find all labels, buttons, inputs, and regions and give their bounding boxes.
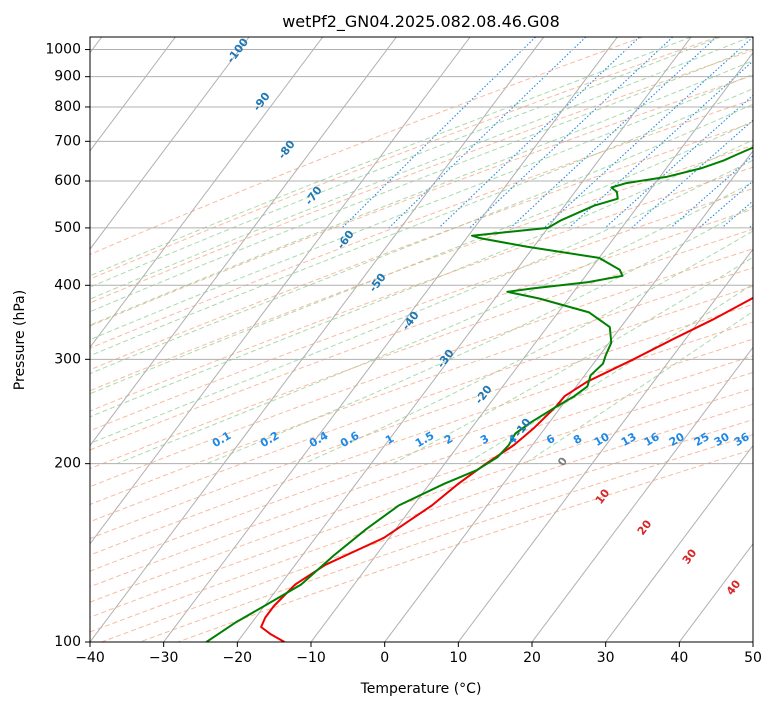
y-tick-label: 200: [54, 456, 81, 472]
isobars: [90, 49, 753, 642]
isotherm-line: [457, 248, 753, 642]
moist-adiabat-line: [90, 103, 753, 375]
dry-adiabat-line: [90, 321, 753, 556]
dry-adiabat-line: [139, 434, 753, 642]
x-tick-label: −40: [75, 650, 105, 666]
y-tick-label: 900: [54, 69, 81, 85]
isotherm-line: [310, 51, 753, 642]
plot-frame: [89, 36, 754, 643]
moist-adiabat-line: [90, 37, 721, 288]
x-tick-label: 20: [523, 650, 541, 666]
dry-adiabat-line: [90, 187, 753, 432]
moist-adiabat-line: [90, 37, 692, 277]
dry-adiabat-line: [90, 248, 753, 488]
isotherm-line: [236, 37, 692, 642]
mixing-ratio-lines: [341, 37, 753, 229]
dry-adiabat-line: [90, 166, 753, 412]
dry-adiabat-line: [90, 208, 753, 451]
y-tick-label: 300: [54, 351, 81, 367]
dry-adiabat-line: [90, 98, 753, 349]
y-tick-label: 700: [54, 133, 81, 149]
isotherm-line: [605, 444, 753, 642]
mixing-ratio-line: [670, 154, 753, 229]
x-tick-label: −10: [296, 650, 326, 666]
moist-adiabat-line: [90, 73, 753, 341]
dry-adiabat-line: [90, 144, 753, 392]
moist-adiabat-line: [90, 47, 753, 313]
dry-adiabat-line: [90, 122, 753, 371]
dry-adiabat-line: [101, 419, 753, 642]
dry-adiabat-line: [90, 285, 753, 523]
isotherm-line: [90, 37, 324, 349]
axes: −40 −30 −20 −10 0 10 20 30 40 50 100 200 300 400 500 60…: [45, 42, 762, 666]
isotherms: [90, 37, 753, 642]
moist-adiabat-line: [303, 230, 753, 465]
moist-adiabat-line: [90, 120, 753, 395]
temperature-line: [260, 296, 753, 642]
y-axis-label: Pressure (hPa): [12, 290, 28, 390]
y-tick-label: 500: [54, 220, 81, 236]
moist-adiabat-line: [392, 256, 753, 465]
x-axis-label: Temperature (°C): [360, 681, 482, 697]
dry-adiabat-line: [90, 74, 753, 327]
x-tick-label: 0: [380, 650, 389, 666]
dry-adiabats: [90, 37, 753, 642]
mixing-ratio-line: [604, 94, 753, 229]
mixing-ratio-line: [510, 37, 717, 229]
mixing-ratio-line: [469, 37, 674, 229]
isotherm-line: [90, 37, 250, 250]
moist-adiabat-line: [90, 60, 753, 326]
dewpoint-line: [205, 146, 753, 642]
y-tick-label: 800: [54, 99, 81, 115]
isotherm-line: [531, 346, 753, 642]
y-tick-label: 100: [54, 634, 81, 650]
dry-adiabat-line: [90, 403, 753, 633]
dry-adiabat-line: [90, 387, 753, 618]
x-tick-label: −20: [223, 650, 253, 666]
x-tick-label: −30: [149, 650, 179, 666]
moist-adiabat-line: [90, 88, 753, 357]
moist-adiabat-line: [116, 181, 753, 465]
x-tick-label: 30: [597, 650, 615, 666]
x-tick-label: 40: [670, 650, 688, 666]
dry-adiabat-line: [177, 448, 753, 642]
mixing-ratio-line: [388, 37, 587, 229]
x-tick-label: 10: [449, 650, 467, 666]
series-lines: [205, 146, 753, 642]
x-tick-label: 50: [744, 650, 762, 666]
dry-adiabat-line: [90, 338, 753, 572]
y-tick-label: 1000: [45, 42, 81, 58]
chart-title: wetPf2_GN04.2025.082.08.46.G08: [282, 12, 560, 32]
mixing-ratio-line: [631, 119, 753, 229]
isotherm-line: [163, 37, 618, 642]
isotherm-line: [90, 37, 176, 152]
y-tick-label: 600: [54, 173, 81, 189]
mixing-ratio-line: [438, 37, 640, 229]
y-tick-label: 400: [54, 277, 81, 293]
moist-adiabat-line: [90, 139, 753, 418]
isotherm-line: [90, 37, 471, 545]
isotherm-line: [90, 37, 397, 447]
isotherm-line: [90, 37, 545, 642]
